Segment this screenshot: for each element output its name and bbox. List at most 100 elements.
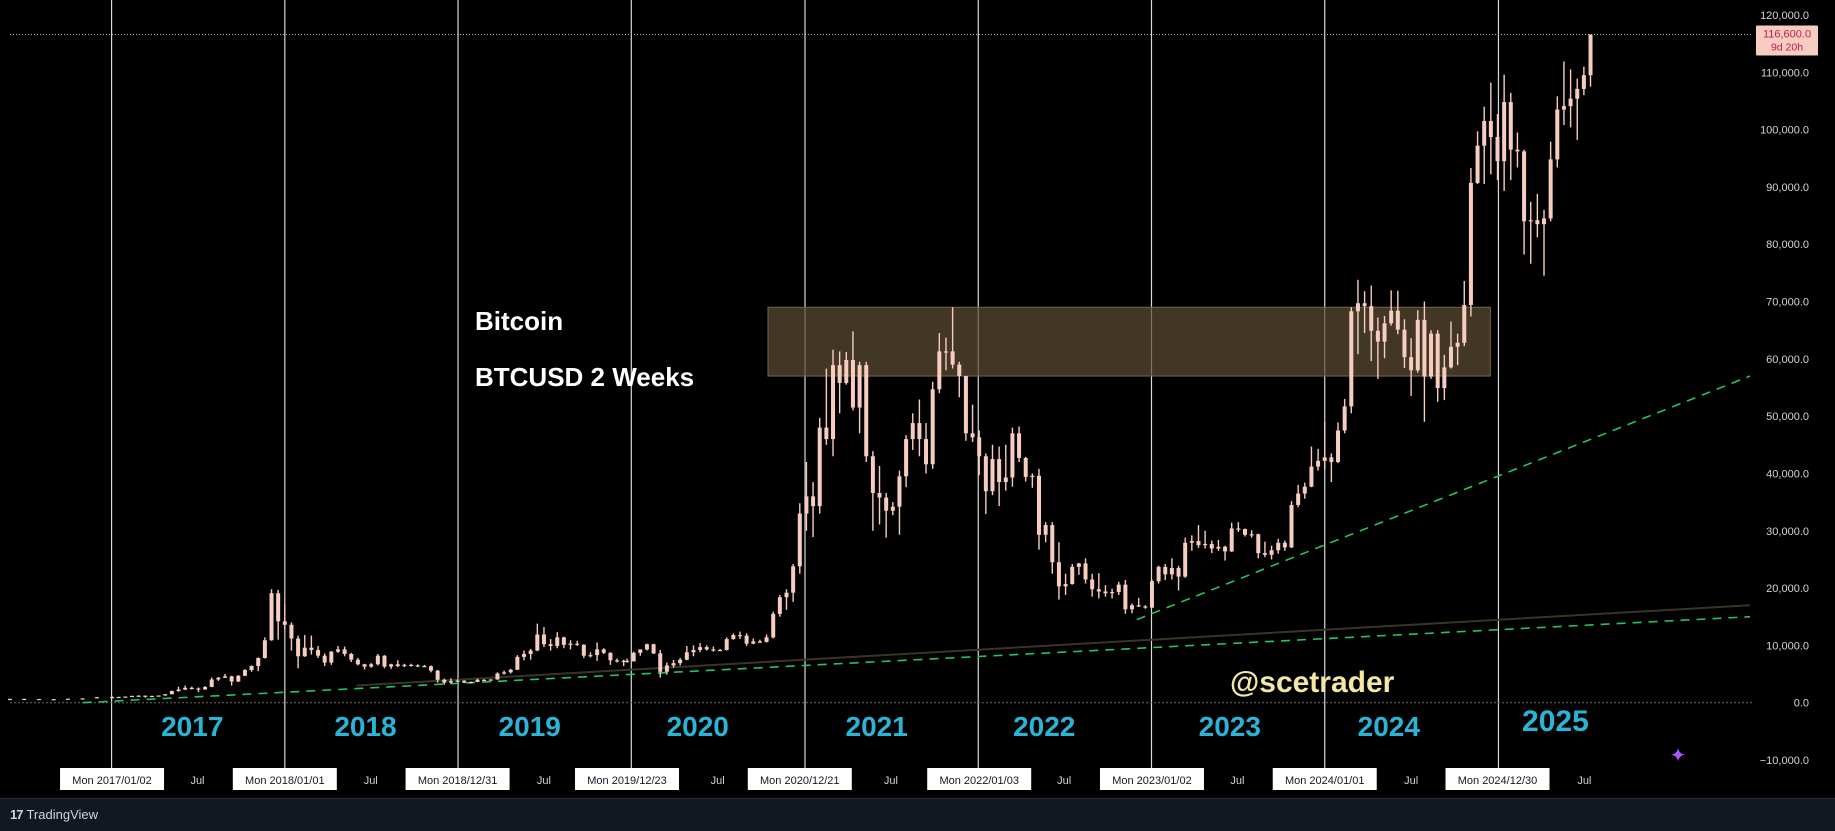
price-bar-body [857, 365, 862, 408]
price-bar-body [1183, 542, 1188, 577]
price-bar-body [1561, 106, 1566, 110]
x-axis-date-label: Mon 2022/01/03 [939, 775, 1019, 787]
price-bar-body [249, 666, 254, 671]
price-bar-body [1389, 310, 1394, 324]
price-bar-body [1581, 75, 1586, 89]
chart-symbol-title: Bitcoin [475, 306, 563, 336]
year-label: 2017 [161, 711, 223, 742]
tradingview-logo[interactable]: 17 TradingView [10, 807, 98, 822]
price-bar-body [1429, 333, 1434, 377]
price-bar-body [1548, 159, 1553, 219]
long-term-faint-line [356, 604, 1751, 687]
price-bar-body [1123, 584, 1128, 610]
tradingview-mark-icon: 17 [10, 807, 24, 822]
x-axis-month-label: Jul [884, 775, 898, 787]
price-bar-body [502, 672, 507, 674]
price-bar-body [163, 694, 168, 696]
y-axis-tick-label: 110,000.0 [1761, 67, 1809, 79]
x-axis-date-box [1272, 768, 1377, 790]
y-axis-tick-label: 10,000.0 [1766, 640, 1809, 652]
price-bar-body [997, 459, 1002, 483]
price-bar-body [1070, 566, 1075, 585]
price-bar-body [94, 697, 99, 699]
x-axis-month-label: Jul [537, 775, 551, 787]
tradingview-brand: TradingView [26, 807, 99, 822]
price-bar-body [1030, 475, 1035, 477]
price-bar-body [1568, 98, 1573, 107]
price-bar-body [575, 643, 580, 645]
price-bar-body [970, 433, 975, 438]
y-axis-tick-label: 120,000.0 [1760, 10, 1809, 22]
price-bar-body [684, 652, 689, 660]
price-bar-body [402, 664, 407, 667]
price-bar-body [1056, 562, 1061, 587]
price-bar-body [1349, 311, 1354, 407]
year-label: 2024 [1358, 711, 1421, 742]
year-label: 2025 [1522, 705, 1589, 738]
price-bar-body [156, 695, 161, 697]
price-bar-body [528, 650, 533, 654]
price-chart[interactable]: 120,000.0 110,000.0 100,000.0 90,000.0 80,00… [0, 0, 1835, 798]
price-bar-body [1502, 102, 1507, 162]
y-axis-tick-label: 40,000.0 [1766, 468, 1809, 480]
price-bar-body [1322, 457, 1327, 461]
x-axis-date-box [747, 768, 852, 790]
price-bar-body [751, 641, 756, 644]
price-bar-body [950, 351, 955, 365]
price-bar-body [1236, 528, 1241, 530]
price-bar-body [1475, 145, 1480, 183]
price-bar-body [718, 649, 723, 652]
price-bar-body [482, 679, 487, 681]
y-axis-tick-label: 50,000.0 [1766, 411, 1809, 423]
price-bar-body [764, 637, 769, 642]
price-bar-body [1103, 591, 1108, 594]
price-bar-body [1362, 303, 1367, 307]
price-bar-body [302, 647, 307, 657]
price-bar-body [475, 679, 480, 682]
price-bar-body [1010, 433, 1015, 478]
price-bar-body [957, 364, 962, 377]
price-bar-body [1262, 553, 1267, 555]
price-bar-body [1588, 34, 1593, 76]
support-trendline [82, 615, 1751, 704]
y-axis-tick-label: 100,000.0 [1760, 125, 1809, 137]
price-bar-body [1468, 182, 1473, 305]
price-bar-body [631, 652, 636, 662]
price-bar-body [1448, 346, 1453, 368]
price-bar-body [1329, 457, 1334, 462]
price-bar-body [1336, 430, 1341, 462]
price-bar-body [448, 681, 453, 683]
price-bar-body [129, 695, 134, 698]
price-bar-body [1575, 88, 1580, 99]
support-trendline [1136, 375, 1751, 621]
price-bar-body [422, 666, 427, 668]
price-bar-body [804, 496, 809, 514]
price-bar-body [1535, 220, 1540, 225]
price-bar-body [1409, 357, 1414, 371]
price-bar-body [65, 698, 70, 700]
price-bar-body [877, 492, 882, 498]
price-bar-body [1156, 566, 1161, 582]
price-bar-body [1382, 323, 1387, 342]
price-bar-body [704, 647, 709, 650]
chart-area[interactable]: 120,000.0 110,000.0 100,000.0 90,000.0 80,00… [0, 0, 1835, 798]
price-bar-body [731, 635, 736, 640]
sparkle-icon: ✦ [1670, 743, 1687, 767]
x-axis-date-label: Mon 2023/01/02 [1112, 775, 1192, 787]
price-bar-body [223, 676, 228, 678]
price-bar-body [870, 456, 875, 493]
price-bar-body [488, 679, 493, 681]
price-bar-body [850, 359, 855, 408]
price-bar-body [428, 666, 433, 671]
price-bar-body [644, 644, 649, 650]
price-bar-body [601, 649, 606, 653]
price-bar-body [678, 659, 683, 664]
bar-countdown: 9d 20h [1771, 41, 1803, 53]
price-bar-body [1276, 542, 1281, 551]
price-bar-body [1196, 541, 1201, 546]
price-bar-body [1442, 367, 1447, 389]
price-bar-body [1289, 504, 1294, 548]
price-bar-body [329, 651, 334, 663]
price-bar-body [771, 613, 776, 638]
price-bar-body [289, 624, 294, 639]
